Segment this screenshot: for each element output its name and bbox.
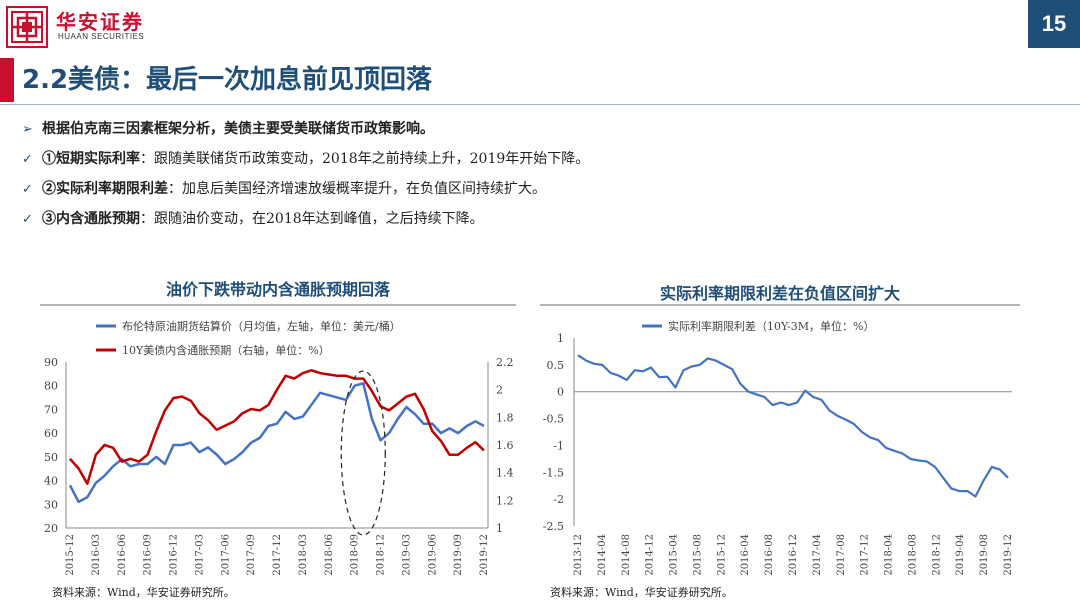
brand-name-cn: 华安证券 bbox=[56, 10, 144, 34]
chart-1-legend-label: 10Y美债内含通胀预期（右轴，单位：%） bbox=[122, 343, 330, 357]
chart-1-series-inflation bbox=[69, 369, 485, 485]
bullet-term-spread: ✓ ②实际利率期限利差：加息后美国经济增速放缓概率提升，在负值区间持续扩大。 bbox=[22, 178, 546, 200]
chart-2-x-tick-label: 2013-12 bbox=[573, 534, 584, 576]
chart-2-x-tick-label: 2015-12 bbox=[716, 534, 727, 576]
chart-1-title-rule bbox=[40, 304, 516, 306]
chart-2-y-tick-label: 0 bbox=[557, 386, 564, 399]
chart-1-x-tick-label: 2019-12 bbox=[479, 534, 490, 576]
chart-2-title-rule bbox=[540, 304, 1020, 306]
chart-2-x-tick-label: 2014-12 bbox=[645, 534, 656, 576]
chart-1-series-brent bbox=[68, 382, 485, 504]
chart-2-x-tick-label: 2017-12 bbox=[860, 534, 871, 576]
chart-1-legend-label: 布伦特原油期货结算价（月均值，左轴，单位：美元/桶） bbox=[122, 319, 401, 333]
chart-2-y-tick-label: -1 bbox=[553, 439, 564, 452]
chart-2-y-tick-label: -0.5 bbox=[543, 413, 564, 426]
chart-1-left-tick-label: 80 bbox=[44, 380, 58, 393]
chart-2-x-tick-label: 2014-04 bbox=[597, 534, 608, 576]
check-icon: ✓ bbox=[22, 212, 33, 227]
chart-1-right-tick-label: 1.2 bbox=[496, 494, 514, 507]
chart-2-x-tick-label: 2016-04 bbox=[740, 534, 751, 576]
chart-2-x-tick-label: 2014-08 bbox=[621, 534, 632, 576]
chart-2: 1 0.5 0 -0.5 -1 -1.5 -2 -2.5 2013-12 2014-04 2014-… bbox=[543, 319, 1014, 576]
chart-1-source: 资料来源：Wind，华安证券研究所。 bbox=[52, 586, 235, 599]
chart-2-x-tick-label: 2016-08 bbox=[764, 534, 775, 576]
chart-1-right-tick-label: 1.6 bbox=[496, 439, 514, 452]
check-icon: ✓ bbox=[22, 182, 33, 197]
chart-1-x-tick-label: 2016-06 bbox=[117, 534, 128, 576]
chart-2-series-term-spread bbox=[577, 354, 1009, 498]
chart-2-x-tick-label: 2018-12 bbox=[931, 534, 942, 576]
company-logo bbox=[6, 6, 48, 48]
chart-1-left-tick-label: 30 bbox=[44, 498, 58, 511]
arrow-bullet-icon: ➢ bbox=[22, 122, 33, 137]
chart-1-x-tick-label: 2018-06 bbox=[324, 534, 335, 576]
chart-1-x-tick-label: 2019-03 bbox=[401, 534, 412, 576]
chart-2-y-tick-label: -1.5 bbox=[543, 466, 564, 479]
chart-1-x-tick-label: 2015-12 bbox=[65, 534, 76, 576]
chart-1-left-tick-label: 60 bbox=[44, 427, 58, 440]
chart-2-x-tick-label: 2015-04 bbox=[669, 534, 680, 576]
chart-2-x-tick-label: 2016-12 bbox=[788, 534, 799, 576]
chart-1-right-tick-label: 1.4 bbox=[496, 467, 514, 480]
chart-2-y-tick-label: 0.5 bbox=[547, 359, 565, 372]
bullet-short-term-rate: ✓ ①短期实际利率：跟随美联储货币政策变动，2018年之前持续上升，2019年开始… bbox=[22, 148, 589, 170]
chart-1-right-tick-label: 2.2 bbox=[496, 356, 514, 369]
chart-1-right-tick-label: 1 bbox=[496, 522, 503, 535]
chart-2-y-tick-label: -2.5 bbox=[543, 520, 564, 533]
bullet-bold: 根据伯克南三因素框架分析，美债主要受美联储货币政策影响。 bbox=[42, 121, 434, 137]
chart-2-x-tick-label: 2018-04 bbox=[884, 534, 895, 576]
chart-2-x-tick-label: 2019-08 bbox=[979, 534, 990, 576]
chart-2-legend-label: 实际利率期限利差（10Y-3M，单位：%） bbox=[668, 319, 874, 333]
bullet-bold: ①短期实际利率 bbox=[42, 151, 140, 167]
chart-1-highlight-ellipse bbox=[340, 370, 386, 536]
chart-1-x-tick-label: 2018-09 bbox=[350, 534, 361, 576]
bullet-text: ：跟随美联储货币政策变动，2018年之前持续上升，2019年开始下降。 bbox=[140, 151, 590, 167]
chart-1-x-tick-label: 2017-06 bbox=[220, 534, 231, 576]
chart-1-x-tick-label: 2016-12 bbox=[169, 534, 180, 576]
chart-1-x-tick-label: 2017-09 bbox=[246, 534, 257, 576]
page-number: 15 bbox=[1028, 0, 1080, 48]
bullet-bold: ③内含通胀预期 bbox=[42, 211, 140, 227]
chart-2-x-tick-label: 2019-04 bbox=[955, 534, 966, 576]
chart-1-left-tick-label: 20 bbox=[44, 522, 58, 535]
bullet-summary: ➢ 根据伯克南三因素框架分析，美债主要受美联储货币政策影响。 bbox=[22, 118, 434, 140]
chart-1-x-tick-label: 2017-03 bbox=[194, 534, 205, 576]
check-icon: ✓ bbox=[22, 152, 33, 167]
chart-1-x-tick-label: 2018-03 bbox=[298, 534, 309, 576]
chart-2-x-tick-label: 2015-08 bbox=[692, 534, 703, 576]
chart-1-right-tick-label: 1.8 bbox=[496, 411, 514, 424]
chart-2-y-tick-label: -2 bbox=[553, 493, 564, 506]
chart-2-x-tick-label: 2017-04 bbox=[812, 534, 823, 576]
chart-2-x-tick-label: 2019-12 bbox=[1003, 534, 1014, 576]
bullet-bold: ②实际利率期限利差 bbox=[42, 181, 168, 197]
bullet-text: ：跟随油价变动，在2018年达到峰值，之后持续下降。 bbox=[140, 211, 484, 227]
chart-2-source: 资料来源：Wind，华安证券研究所。 bbox=[550, 586, 733, 599]
chart-2-x-tick-label: 2018-08 bbox=[907, 534, 918, 576]
chart-1: 20 30 40 50 60 70 80 90 1 1.2 1.4 1.6 1.8 2 2.2 2015-12… bbox=[44, 319, 514, 576]
chart-1-left-tick-label: 40 bbox=[44, 475, 58, 488]
chart-1-right-tick-label: 2 bbox=[496, 384, 503, 397]
chart-1-title: 油价下跌带动内含通胀预期回落 bbox=[165, 280, 390, 299]
chart-1-x-tick-label: 2018-12 bbox=[376, 534, 387, 576]
chart-1-x-tick-label: 2019-09 bbox=[453, 534, 464, 576]
bullet-text: ：加息后美国经济增速放缓概率提升，在负值区间持续扩大。 bbox=[168, 181, 546, 197]
chart-1-x-tick-label: 2019-06 bbox=[427, 534, 438, 576]
chart-1-left-tick-label: 70 bbox=[44, 403, 58, 416]
chart-1-x-tick-label: 2016-03 bbox=[91, 534, 102, 576]
slide-title: 2.2美债：最后一次加息前见顶回落 bbox=[22, 65, 433, 95]
chart-2-y-tick-label: 1 bbox=[557, 332, 564, 345]
bullet-inflation-expectation: ✓ ③内含通胀预期：跟随油价变动，在2018年达到峰值，之后持续下降。 bbox=[22, 208, 484, 230]
title-accent-bar bbox=[0, 58, 14, 102]
chart-1-x-tick-label: 2017-12 bbox=[272, 534, 283, 576]
chart-1-left-tick-label: 90 bbox=[44, 356, 58, 369]
chart-2-x-tick-label: 2017-08 bbox=[836, 534, 847, 576]
chart-1-x-tick-label: 2016-09 bbox=[143, 534, 154, 576]
chart-2-title: 实际利率期限利差在负值区间扩大 bbox=[659, 284, 900, 303]
title-divider bbox=[0, 104, 1080, 105]
brand-name-en: HUAAN SECURITIES bbox=[58, 32, 145, 41]
chart-1-left-tick-label: 50 bbox=[44, 451, 58, 464]
